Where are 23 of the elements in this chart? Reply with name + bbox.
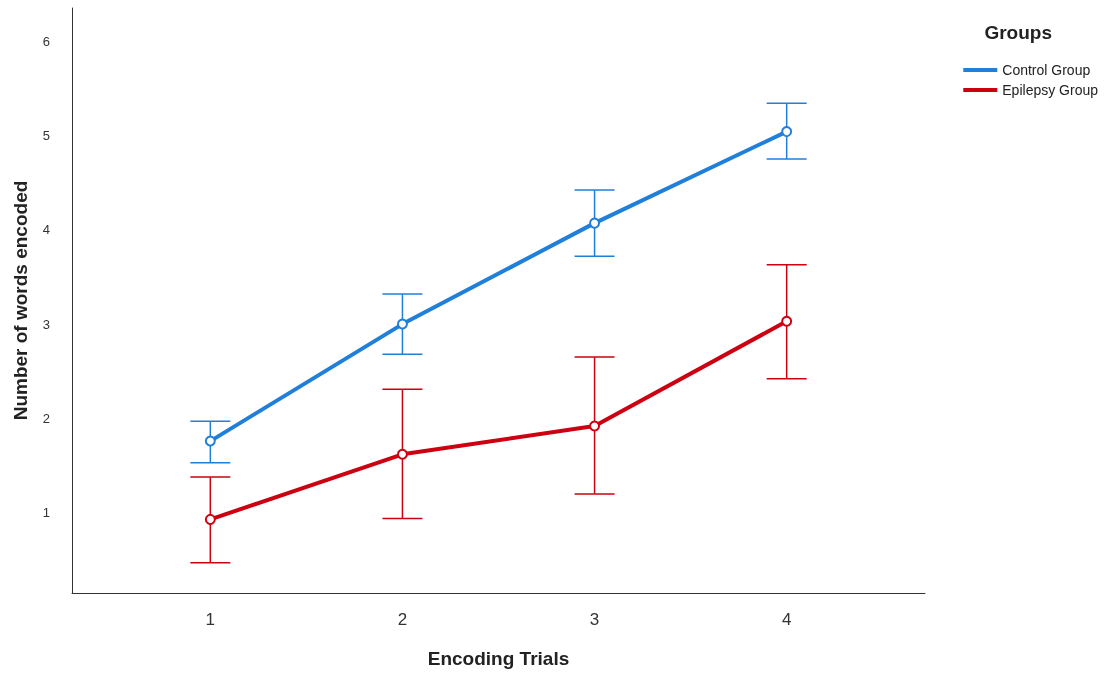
y-tick-label: 3 [42, 316, 50, 332]
x-tick-label: 2 [397, 610, 408, 629]
point [781, 315, 793, 327]
x-axis-title: Encoding Trials [427, 648, 570, 669]
y-tick-label: 2 [42, 410, 50, 426]
point [396, 448, 408, 460]
point [781, 126, 793, 138]
y-axis-title: Number of words encoded [10, 180, 31, 421]
point [204, 435, 216, 447]
point [589, 217, 601, 229]
legend-label: Control Group [1002, 62, 1091, 78]
x-tick-label: 3 [589, 610, 600, 629]
y-tick-label: 5 [42, 127, 50, 143]
point [589, 420, 601, 432]
point [396, 318, 408, 330]
point [204, 513, 216, 525]
x-tick-label: 1 [205, 610, 216, 629]
y-tick-label: 6 [42, 33, 50, 49]
y-tick-label: 4 [42, 222, 50, 238]
x-tick-label: 4 [781, 610, 792, 629]
legend-title: Groups [984, 22, 1052, 43]
y-tick-label: 1 [42, 505, 50, 521]
legend-label: Epilepsy Group [1002, 82, 1099, 98]
